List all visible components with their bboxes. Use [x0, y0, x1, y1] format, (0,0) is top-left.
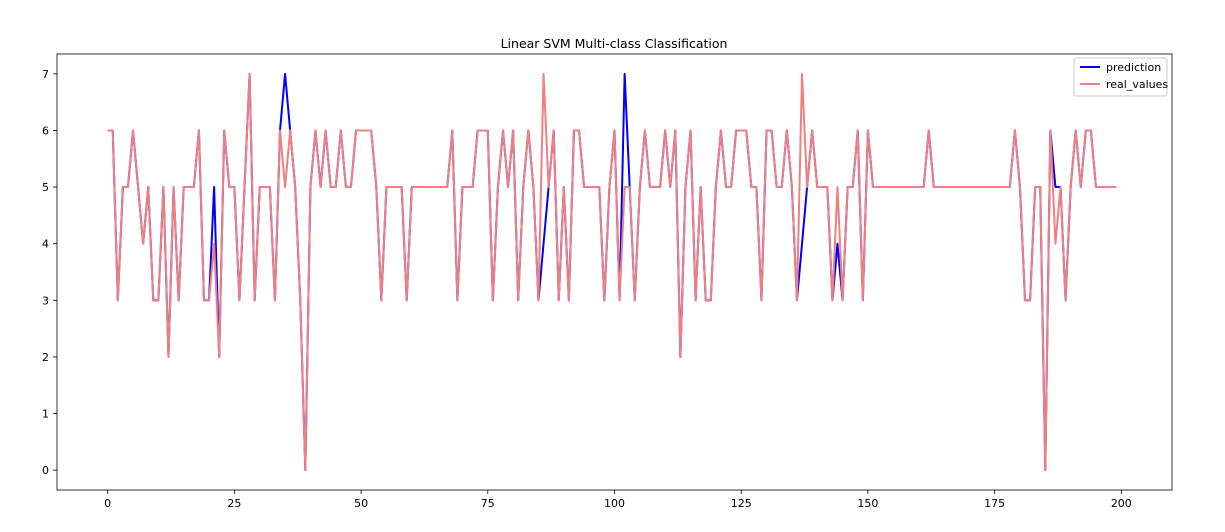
y-tick-label: 2 — [42, 351, 49, 364]
x-tick-label: 25 — [227, 497, 241, 510]
x-tick-label: 125 — [731, 497, 752, 510]
x-tick-label: 150 — [857, 497, 878, 510]
y-tick-label: 7 — [42, 68, 49, 81]
x-tick-label: 175 — [984, 497, 1005, 510]
chart-title: Linear SVM Multi-class Classification — [501, 36, 728, 51]
x-tick-label: 0 — [104, 497, 111, 510]
x-tick-label: 100 — [604, 497, 625, 510]
legend-label-real-values: real_values — [1106, 78, 1168, 91]
x-tick-label: 50 — [354, 497, 368, 510]
y-axis: 0 1 2 3 4 5 6 7 — [42, 68, 57, 477]
y-tick-label: 5 — [42, 181, 49, 194]
y-tick-label: 6 — [42, 124, 49, 137]
series-line-real-values — [107, 72, 1117, 472]
y-tick-label: 4 — [42, 238, 49, 251]
y-tick-label: 3 — [42, 294, 49, 307]
x-axis: 0 25 50 75 100 125 150 175 200 — [104, 490, 1132, 510]
legend: prediction real_values — [1073, 57, 1168, 97]
y-tick-label: 0 — [42, 464, 49, 477]
legend-label-prediction: prediction — [1106, 61, 1161, 74]
axes-background — [57, 54, 1172, 490]
plot-area — [56, 53, 1173, 491]
y-tick-label: 1 — [42, 408, 49, 421]
x-tick-label: 75 — [481, 497, 495, 510]
x-tick-label: 200 — [1111, 497, 1132, 510]
series-layer — [107, 72, 1117, 472]
